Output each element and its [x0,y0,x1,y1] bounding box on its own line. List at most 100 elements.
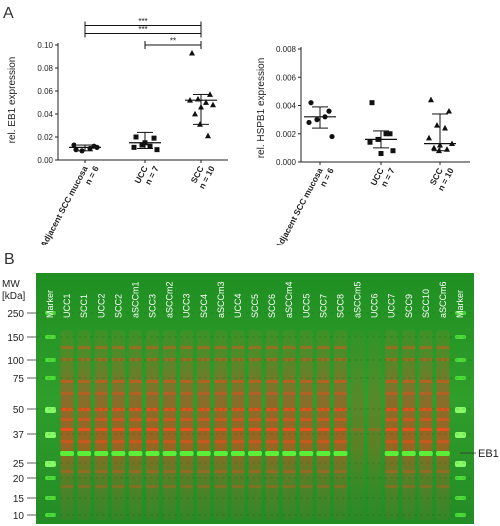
red-band [231,470,245,473]
red-band [231,418,245,421]
red-band [385,358,399,361]
red-band [333,408,347,411]
lane-smear [94,330,108,520]
marker-band [455,311,466,315]
marker-band [455,496,466,500]
red-band [436,408,450,411]
y-tick-label: 0.04 [37,110,53,119]
red-band [146,380,159,383]
red-band [77,346,91,349]
data-point-circle [326,108,332,114]
red-band [436,418,450,421]
red-band [197,428,211,431]
red-band [248,485,262,488]
lane-label: UCC2 [96,293,106,318]
red-band [146,408,159,411]
eb1-band [230,451,245,456]
mw-marker-ticks: 250 150 100 75 50 37 25 20 15 10 [7,309,474,522]
red-band [60,470,74,473]
lane-smear [436,330,450,520]
lane-smear [282,330,296,520]
marker-band [45,476,56,480]
red-band [385,440,399,443]
red-band [282,418,296,421]
red-band [163,440,177,443]
red-band [265,428,279,431]
red-band [282,470,296,473]
lane-label: SCC2 [113,294,123,318]
red-band [111,470,125,473]
red-band [231,408,245,411]
lane-label: UCC4 [233,293,243,318]
red-band [94,418,108,421]
data-point-circle [306,119,312,126]
red-band [111,485,125,488]
red-band [94,392,108,395]
red-band [128,470,142,473]
red-band [146,470,159,473]
y-tick-label: 0.08 [37,64,53,73]
red-band [436,358,450,361]
marker-band [45,513,56,517]
marker-band [455,513,466,517]
mw-unit: [kDa] [2,291,26,302]
red-band [385,408,399,411]
lane-label: SCC5 [250,294,260,318]
data-point-circle [314,117,320,123]
significance-label: ** [170,37,176,46]
red-band [77,418,91,421]
red-band [77,440,91,443]
marker-band [455,432,466,438]
lane-label: Marker [455,290,465,318]
red-band [402,470,416,473]
mw-marker-label: 15 [13,494,25,505]
red-band [265,440,279,443]
red-band [299,380,313,383]
red-band [128,418,142,421]
red-band [214,485,228,488]
hspb1-y-ticks: 0.000 0.002 0.004 0.006 0.008 [276,45,301,167]
red-band [197,470,211,473]
red-band [248,408,262,411]
red-band [299,346,313,349]
red-band [248,380,262,383]
red-band [419,428,433,431]
data-point-triangle [210,101,216,108]
red-band [299,408,313,411]
red-band [248,440,262,443]
red-band [265,358,279,361]
lane-label: Marker [45,290,55,318]
eb1-band [282,451,297,456]
marker-band [45,358,56,362]
red-band [385,346,399,349]
lane-label: UCC5 [301,293,311,318]
red-band [197,392,211,395]
lane-label: SCC4 [199,294,209,318]
red-band [282,440,296,443]
data-point-triangle [207,91,213,97]
mw-marker-label: 20 [13,474,25,485]
red-band [316,358,330,361]
data-point-triangle [437,141,443,148]
mw-marker-label: 37 [13,430,25,441]
x-category-label: Adjacent SCC mucosa [273,166,325,245]
red-band [436,392,450,395]
y-tick-label: 0.004 [276,102,297,111]
data-point-square [147,143,153,149]
eb1-axes [57,43,228,163]
lane-smear [128,330,142,520]
red-band [180,358,194,361]
red-band [77,358,91,361]
lane-label: SCC9 [404,294,414,318]
eb1-band [384,451,399,456]
red-band [333,470,347,473]
red-band [128,346,142,349]
x-category-label: Adjacent SCC mucosa [38,164,90,245]
y-tick-label: 0.006 [276,73,297,82]
red-band [402,358,416,361]
panel-a-letter: A [3,5,14,22]
eb1-band [248,451,262,456]
panel-b: B MW [kDa] 250 150 100 75 50 37 25 20 15 10 Marke… [2,251,499,524]
lane-smear [163,330,177,520]
